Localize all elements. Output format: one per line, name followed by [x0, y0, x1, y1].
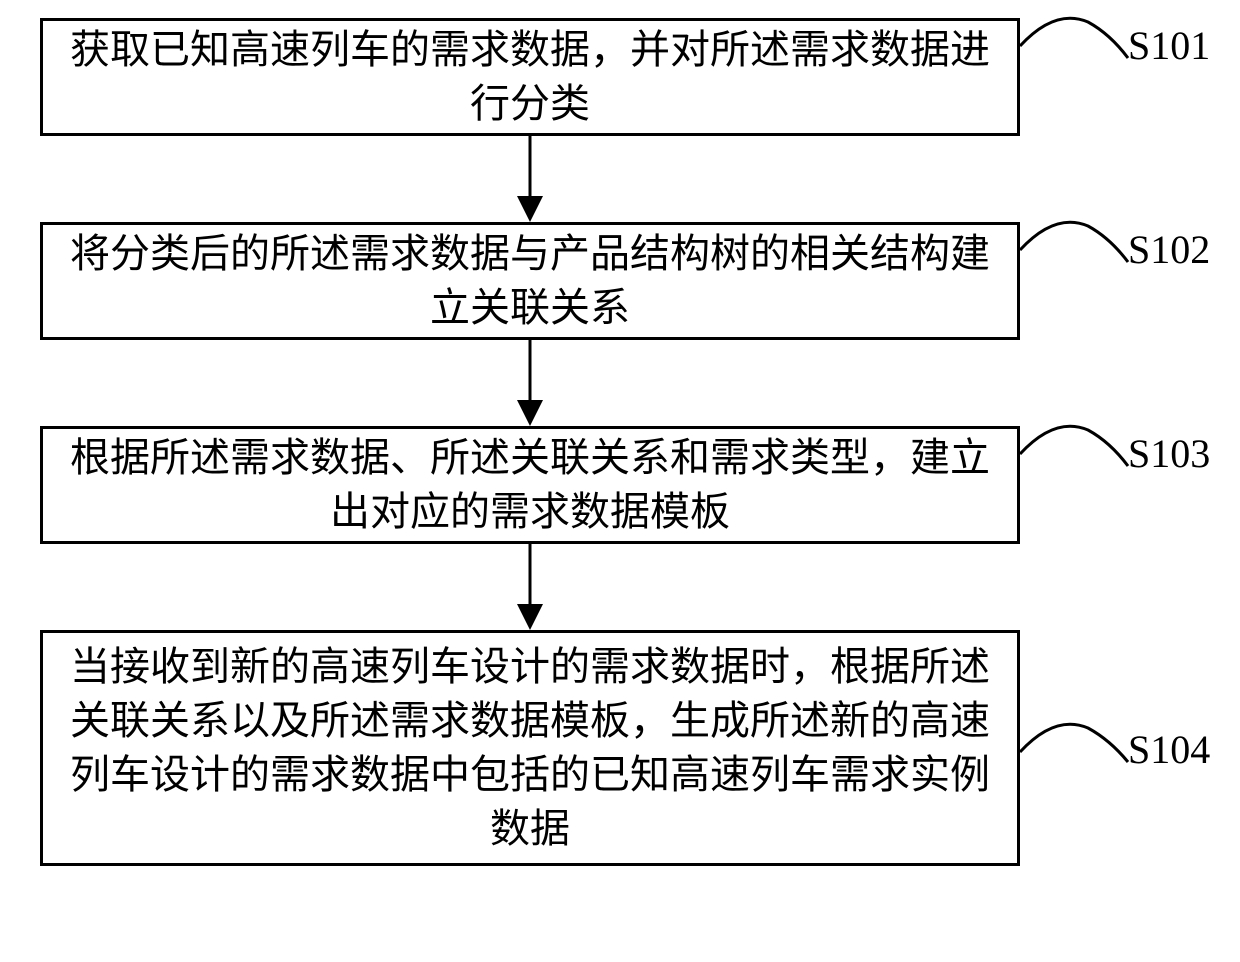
- flow-step-text: 根据所述需求数据、所述关联关系和需求类型，建立出对应的需求数据模板: [63, 431, 997, 539]
- flow-step-s102: 将分类后的所述需求数据与产品结构树的相关结构建立关联关系: [40, 222, 1020, 340]
- flowchart-canvas: 获取已知高速列车的需求数据，并对所述需求数据进行分类 S101 将分类后的所述需…: [0, 0, 1240, 962]
- flow-step-s103: 根据所述需求数据、所述关联关系和需求类型，建立出对应的需求数据模板: [40, 426, 1020, 544]
- flow-step-s101: 获取已知高速列车的需求数据，并对所述需求数据进行分类: [40, 18, 1020, 136]
- flow-step-text: 当接收到新的高速列车设计的需求数据时，根据所述关联关系以及所述需求数据模板，生成…: [63, 640, 997, 856]
- flow-step-text: 将分类后的所述需求数据与产品结构树的相关结构建立关联关系: [63, 227, 997, 335]
- flow-step-s104: 当接收到新的高速列车设计的需求数据时，根据所述关联关系以及所述需求数据模板，生成…: [40, 630, 1020, 866]
- flow-step-text: 获取已知高速列车的需求数据，并对所述需求数据进行分类: [63, 23, 997, 131]
- flow-step-label-s101: S101: [1128, 22, 1210, 69]
- flow-step-label-s103: S103: [1128, 430, 1210, 477]
- flow-step-label-s102: S102: [1128, 226, 1210, 273]
- flow-step-label-s104: S104: [1128, 726, 1210, 773]
